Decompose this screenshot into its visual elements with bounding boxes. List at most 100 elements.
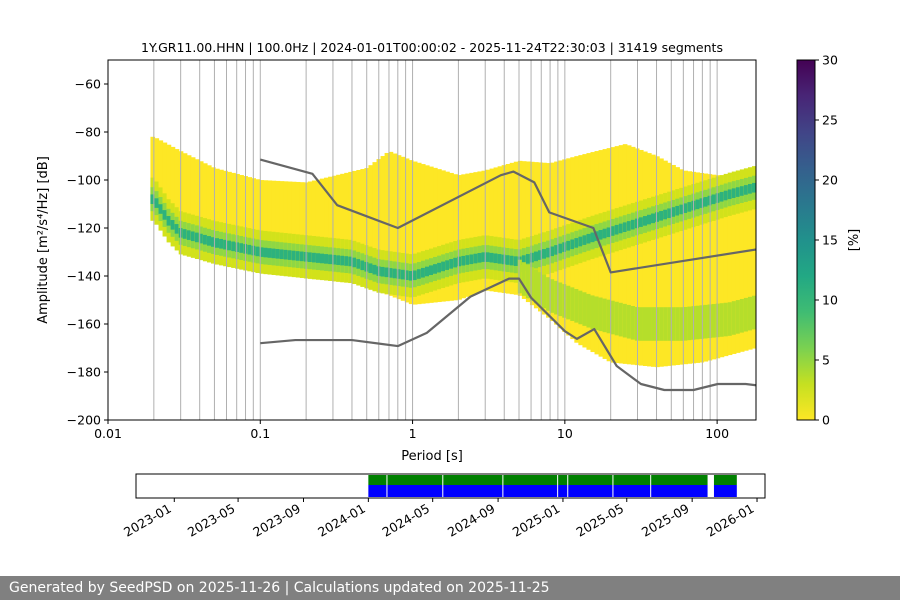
density-column-peak — [505, 255, 511, 265]
density-column-secondary — [517, 259, 523, 294]
density-column — [610, 147, 616, 363]
density-column — [606, 148, 612, 362]
density-column-secondary — [743, 297, 749, 332]
density-column — [683, 170, 688, 365]
segment-bar — [368, 485, 708, 497]
density-column — [723, 175, 729, 357]
density-column-peak — [711, 194, 717, 205]
density-column — [513, 161, 519, 295]
density-column-peak — [614, 224, 620, 235]
density-column-peak — [590, 232, 596, 243]
density-column-secondary — [521, 262, 527, 296]
density-column — [457, 175, 462, 300]
density-column-peak — [416, 269, 422, 279]
density-column-secondary — [578, 290, 584, 325]
ppsd-heatmap — [150, 136, 756, 368]
ppsd-figure: 1Y.GR11.00.HHN | 100.0Hz | 2024-01-01T00… — [36, 40, 862, 540]
density-column — [622, 144, 628, 364]
density-column — [509, 162, 515, 295]
density-column — [751, 175, 756, 349]
density-column-peak — [683, 203, 688, 213]
nhnm-line — [259, 158, 756, 274]
density-column — [352, 170, 357, 284]
density-column-peak — [461, 255, 466, 266]
chart-title: 1Y.GR11.00.HHN | 100.0Hz | 2024-01-01T00… — [141, 40, 723, 55]
density-column — [703, 173, 709, 362]
density-column-peak — [356, 259, 361, 269]
density-column-secondary — [594, 296, 600, 331]
density-column — [747, 175, 753, 350]
density-column-secondary — [659, 307, 664, 341]
density-column-peak — [271, 248, 277, 259]
density-column-secondary — [554, 280, 559, 315]
x-tick-label: 0.1 — [250, 426, 270, 441]
density-column-peak — [554, 245, 559, 255]
density-column — [206, 165, 212, 258]
density-column — [194, 159, 200, 253]
density-column-peak — [223, 239, 228, 250]
density-column — [441, 170, 446, 302]
density-column-peak — [437, 262, 442, 273]
density-column-secondary — [642, 307, 648, 341]
density-column-peak — [622, 222, 628, 232]
density-column-peak — [340, 255, 345, 266]
density-column-secondary — [715, 303, 721, 338]
colorbar-label: [%] — [847, 229, 862, 252]
density-column-secondary — [651, 307, 656, 341]
density-column — [473, 172, 479, 294]
density-column — [275, 180, 281, 274]
density-column-peak — [170, 220, 176, 230]
density-column-peak — [445, 260, 450, 270]
density-column-peak — [206, 236, 212, 246]
density-column-secondary — [699, 305, 705, 339]
density-column-peak — [529, 252, 535, 263]
density-column-peak — [602, 228, 608, 239]
density-column-secondary — [542, 274, 547, 309]
density-column-secondary — [586, 293, 592, 328]
density-column — [348, 171, 353, 284]
density-column — [630, 146, 636, 365]
density-column-peak — [538, 250, 543, 260]
density-column-peak — [642, 216, 648, 226]
density-column-peak — [255, 246, 261, 257]
density-column — [614, 146, 620, 364]
density-column-peak — [158, 204, 164, 214]
density-column-peak — [384, 267, 390, 278]
density-column — [517, 160, 523, 296]
density-column — [158, 140, 164, 226]
timeline-tick-label: 2023-09 — [250, 501, 303, 540]
density-column-peak — [574, 238, 579, 248]
period-gridlines — [153, 60, 718, 420]
density-column-peak — [606, 227, 612, 238]
density-column-peak — [469, 254, 475, 265]
density-column — [416, 162, 422, 305]
density-column-peak — [618, 223, 624, 234]
density-column-peak — [453, 257, 458, 268]
density-column-peak — [332, 254, 337, 265]
density-column — [211, 167, 216, 259]
density-column — [174, 149, 180, 243]
density-column-secondary — [683, 306, 688, 341]
density-column-peak — [324, 254, 329, 264]
density-column-secondary — [647, 307, 652, 341]
density-column — [469, 172, 475, 296]
density-column-peak — [227, 240, 232, 251]
y-tick-label: −180 — [67, 365, 101, 380]
x-tick-label: 100 — [705, 426, 729, 441]
density-column-peak — [521, 255, 527, 265]
density-column-peak — [651, 213, 656, 224]
density-column-peak — [368, 263, 374, 274]
density-column — [219, 169, 224, 261]
density-column-peak — [396, 269, 402, 279]
density-column — [408, 160, 414, 305]
density-column-secondary — [731, 301, 737, 335]
density-column-peak — [598, 230, 604, 240]
density-column-peak — [404, 270, 410, 280]
density-column — [182, 153, 188, 249]
density-column-secondary — [622, 303, 628, 338]
y-tick-label: −140 — [67, 269, 101, 284]
density-column-secondary — [574, 289, 579, 323]
density-column-peak — [473, 253, 479, 264]
density-column — [525, 161, 531, 303]
density-column-peak — [542, 249, 547, 259]
